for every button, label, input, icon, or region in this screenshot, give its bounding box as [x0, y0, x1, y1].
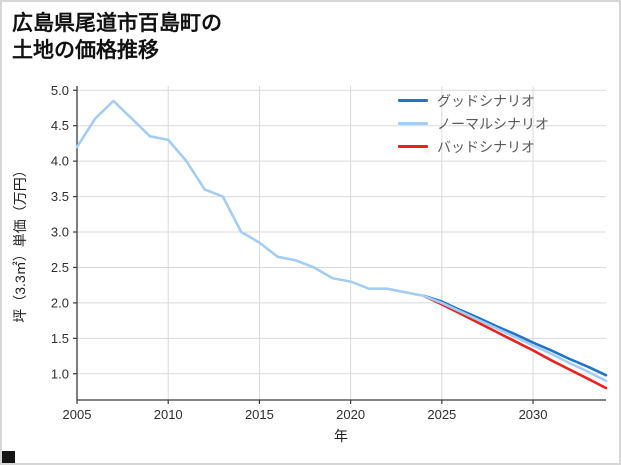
x-tick-label: 2010 [154, 407, 183, 422]
y-axis-label: 坪（3.3㎡）単価（万円） [12, 163, 28, 323]
x-tick-label: 2025 [427, 407, 456, 422]
series-line-bad [422, 294, 608, 390]
legend-label-good-scenario: グッドシナリオ [437, 92, 535, 109]
x-tick-label: 2020 [336, 407, 365, 422]
legend-item-good-scenario: グッドシナリオ [398, 89, 549, 112]
x-axis-label: 年 [334, 428, 348, 444]
legend-item-bad-scenario: バッドシナリオ [398, 135, 549, 158]
y-tick-label: 2.5 [51, 260, 69, 275]
chart-title-line2: 土地の価格推移 [12, 39, 159, 62]
y-tick-label: 4.5 [51, 118, 69, 133]
chart-title-line1: 広島県尾道市百島町の [12, 12, 222, 35]
y-tick-label: 1.0 [51, 366, 69, 381]
y-tick-label: 5.0 [51, 83, 69, 98]
x-tick-label: 2030 [519, 407, 548, 422]
bad-scenario-line-swatch [398, 145, 428, 148]
y-tick-label: 3.5 [51, 189, 69, 204]
y-tick-label: 2.0 [51, 295, 69, 310]
y-tick-label: 4.0 [51, 154, 69, 169]
legend-label-bad-scenario: バッドシナリオ [437, 138, 535, 155]
y-tick-label: 3.0 [51, 225, 69, 240]
x-tick-label: 2005 [63, 407, 92, 422]
chart-title: 広島県尾道市百島町の 土地の価格推移 [12, 10, 222, 64]
series-line-normal [75, 99, 608, 383]
good-scenario-line-swatch [398, 99, 428, 102]
legend: グッドシナリオ ノーマルシナリオ バッドシナリオ [398, 89, 549, 158]
legend-label-normal-scenario: ノーマルシナリオ [437, 115, 549, 132]
watermark-fragment [2, 451, 15, 463]
legend-item-normal-scenario: ノーマルシナリオ [398, 112, 549, 135]
normal-scenario-line-swatch [398, 122, 428, 125]
y-tick-label: 1.5 [51, 331, 69, 346]
x-tick-label: 2015 [245, 407, 274, 422]
